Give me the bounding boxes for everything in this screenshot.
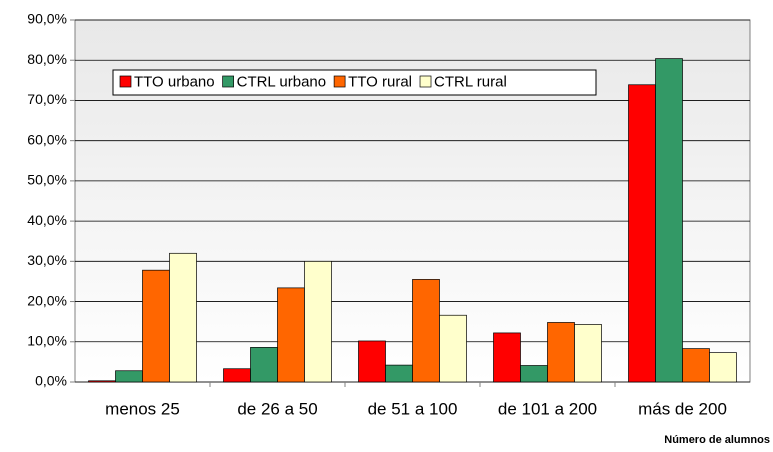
x-tick-label: de 26 a 50 <box>237 399 317 418</box>
bar <box>628 84 656 383</box>
x-axis-title: Número de alumnos <box>664 434 770 446</box>
legend-swatch <box>333 75 346 88</box>
legend-label: TTO rural <box>348 73 412 90</box>
bar <box>709 352 737 383</box>
legend <box>112 69 597 96</box>
bar <box>115 370 143 383</box>
legend-label: CTRL rural <box>434 73 507 90</box>
bar <box>88 380 116 383</box>
bar <box>655 58 683 383</box>
legend-swatch <box>119 75 132 88</box>
y-tick-label: 10,0% <box>27 332 67 348</box>
bar <box>304 260 332 383</box>
bar <box>520 365 548 383</box>
bar <box>223 368 251 383</box>
y-tick-label: 70,0% <box>27 91 67 107</box>
bar <box>493 332 521 383</box>
y-tick-label: 20,0% <box>27 292 67 308</box>
x-tick-label: menos 25 <box>105 399 180 418</box>
bar <box>385 364 413 383</box>
legend-label: TTO urbano <box>134 73 215 90</box>
bar <box>439 314 467 383</box>
x-tick-label: de 51 a 100 <box>368 399 458 418</box>
bar <box>142 269 170 383</box>
y-tick-label: 60,0% <box>27 131 67 147</box>
legend-swatch <box>419 75 432 88</box>
y-tick-label: 0,0% <box>35 373 67 389</box>
bar <box>250 347 278 383</box>
bar <box>547 322 575 383</box>
y-tick-label: 40,0% <box>27 212 67 228</box>
legend-label: CTRL urbano <box>237 73 327 90</box>
legend-swatch <box>222 75 234 88</box>
bar <box>412 279 440 383</box>
bar <box>574 324 602 383</box>
x-tick-label: de 101 a 200 <box>498 399 597 418</box>
x-tick-label: más de 200 <box>638 399 727 418</box>
y-tick-label: 50,0% <box>27 172 67 188</box>
y-tick-label: 90,0% <box>27 11 67 27</box>
y-tick-label: 80,0% <box>27 51 67 67</box>
bar <box>277 287 305 383</box>
bar <box>169 252 197 383</box>
y-tick-label: 30,0% <box>27 252 67 268</box>
bar <box>358 340 386 383</box>
bar <box>682 348 710 383</box>
